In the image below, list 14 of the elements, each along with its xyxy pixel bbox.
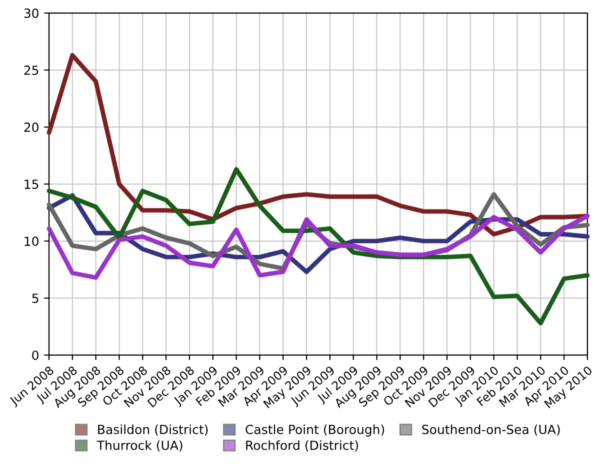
line-series xyxy=(46,214,590,280)
legend-label: Southend-on-Sea (UA) xyxy=(422,424,560,436)
y-tick-label: 25 xyxy=(24,66,38,75)
y-tick-label: 10 xyxy=(24,236,38,246)
y-tick-label: 20 xyxy=(24,122,38,132)
legend-label: Castle Point (Borough) xyxy=(246,424,384,437)
legend-label: Thurrock (UA) xyxy=(96,440,182,452)
y-tick-label: 30 xyxy=(24,8,38,18)
legend-label: Rochford (District) xyxy=(246,440,358,452)
y-tick-label: 0 xyxy=(32,350,38,360)
line-series xyxy=(46,167,590,326)
legend-label: Basildon (District) xyxy=(98,424,208,436)
y-tick-label: 5 xyxy=(32,294,38,304)
y-tick-label: 15 xyxy=(24,180,38,189)
